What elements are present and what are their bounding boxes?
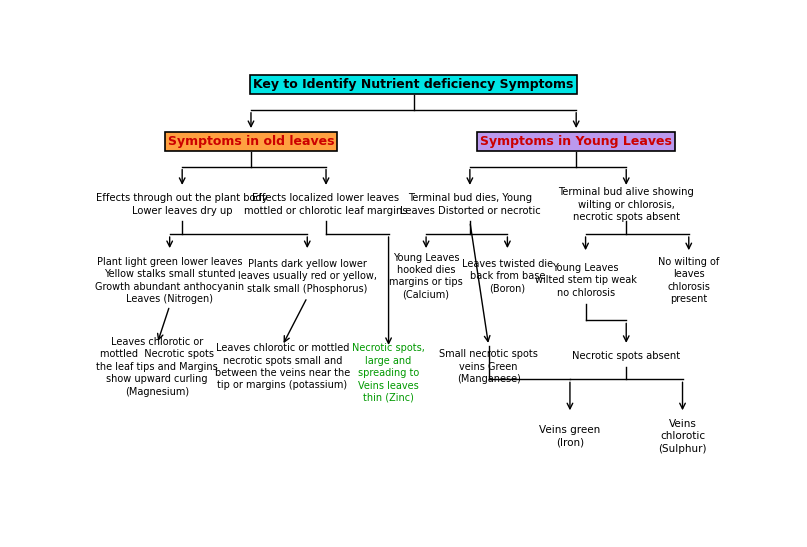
Text: Key to Identify Nutrient deficiency Symptoms: Key to Identify Nutrient deficiency Symp… [253,78,574,91]
Text: Necrotic spots,
large and
spreading to
Veins leaves
thin (Zinc): Necrotic spots, large and spreading to V… [352,344,425,403]
Text: Plant light green lower leaves
Yellow stalks small stunted
Growth abundant antho: Plant light green lower leaves Yellow st… [95,257,245,304]
Text: Veins green
(Iron): Veins green (Iron) [539,425,600,447]
Text: Leaves twisted die
back from base
(Boron): Leaves twisted die back from base (Boron… [462,259,553,294]
Text: Effects through out the plant body
Lower leaves dry up: Effects through out the plant body Lower… [96,194,268,216]
Text: Symptoms in old leaves: Symptoms in old leaves [168,135,334,148]
Text: Effects localized lower leaves
mottled or chlorotic leaf margins: Effects localized lower leaves mottled o… [245,194,408,216]
Text: Terminal bud alive showing
wilting or chlorosis,
necrotic spots absent: Terminal bud alive showing wilting or ch… [558,187,694,222]
Text: Necrotic spots absent: Necrotic spots absent [572,351,680,361]
Text: Small necrotic spots
veins Green
(Manganese): Small necrotic spots veins Green (Mangan… [439,350,538,384]
Text: Plants dark yellow lower
leaves usually red or yellow,
stalk small (Phosphorus): Plants dark yellow lower leaves usually … [238,259,377,294]
Text: No wilting of
leaves
chlorosis
present: No wilting of leaves chlorosis present [659,257,719,304]
Text: Symptoms in Young Leaves: Symptoms in Young Leaves [480,135,672,148]
Text: Young Leaves
wilted stem tip weak
no chlorosis: Young Leaves wilted stem tip weak no chl… [535,263,637,298]
Text: Terminal bud dies, Young
Leaves Distorted or necrotic: Terminal bud dies, Young Leaves Distorte… [399,194,540,216]
Text: Leaves chlorotic or mottled
necrotic spots small and
between the veins near the
: Leaves chlorotic or mottled necrotic spo… [215,343,350,391]
Text: Veins
chlorotic
(Sulphur): Veins chlorotic (Sulphur) [659,419,707,453]
Text: Leaves chlorotic or
mottled  Necrotic spots
the leaf tips and Margins
show upwar: Leaves chlorotic or mottled Necrotic spo… [96,337,218,397]
Text: Young Leaves
hooked dies
margins or tips
(Calcium): Young Leaves hooked dies margins or tips… [389,253,463,300]
